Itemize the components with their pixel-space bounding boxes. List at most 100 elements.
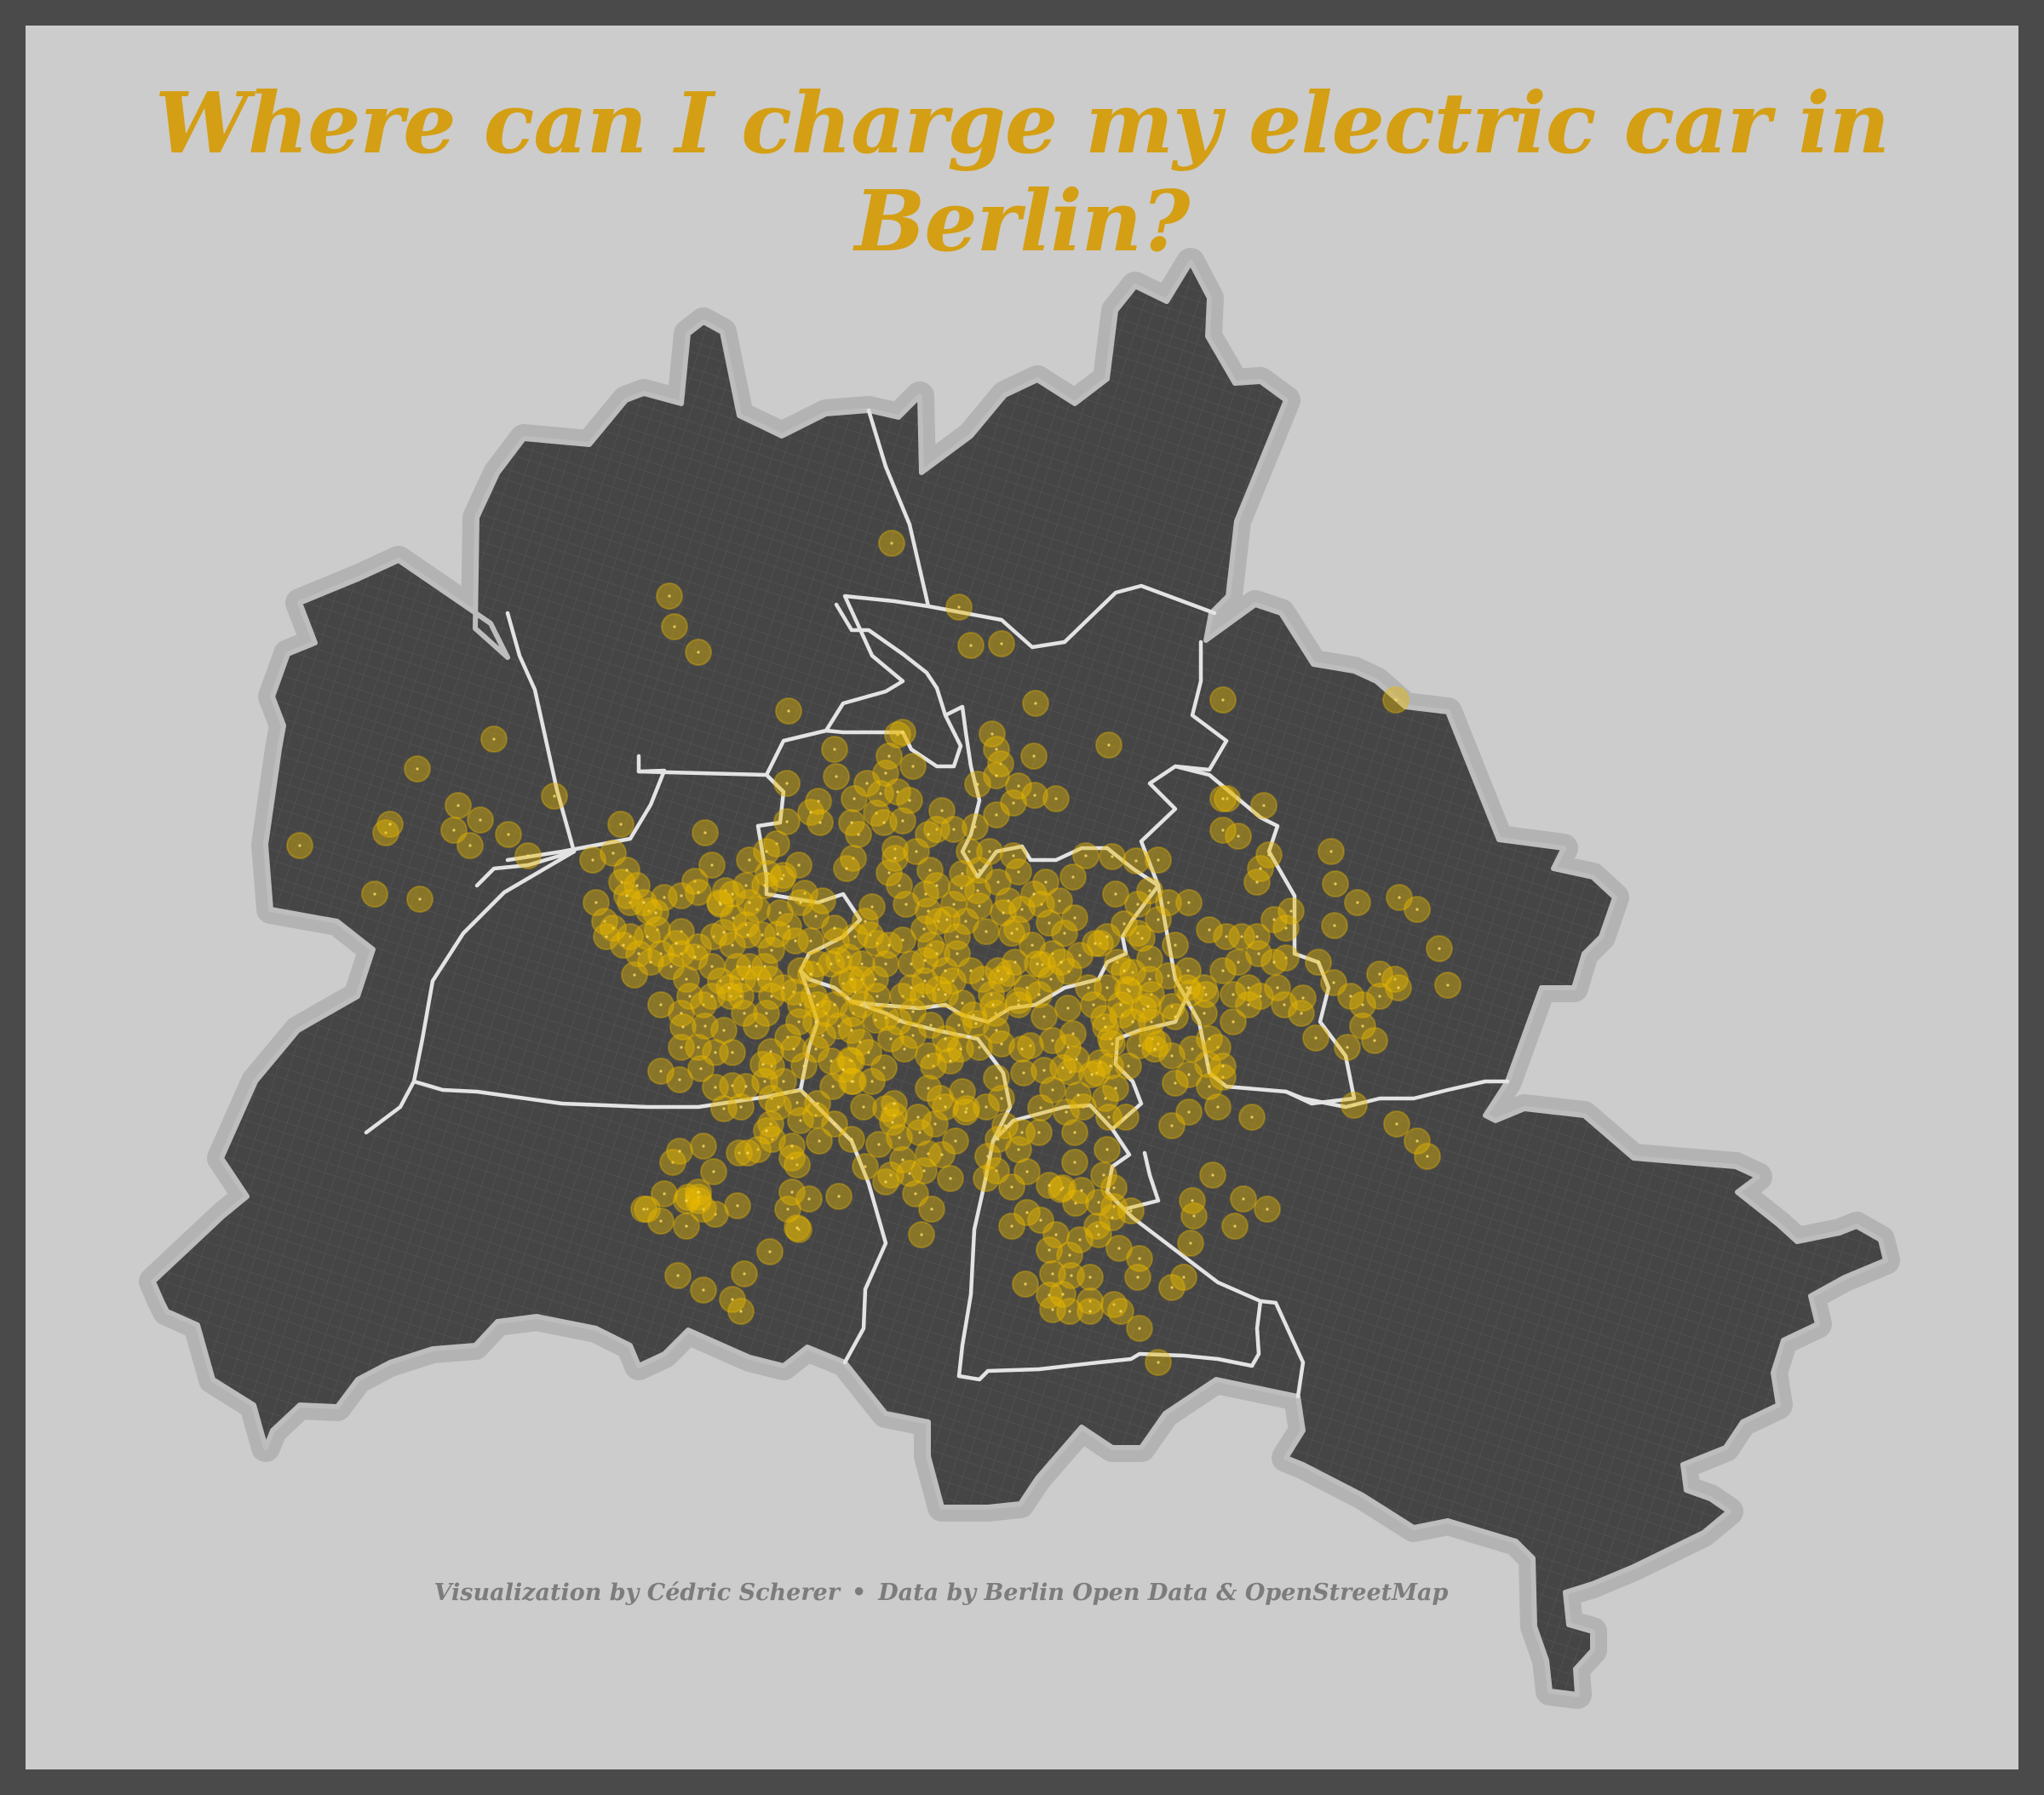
charging-station-center (1012, 801, 1015, 805)
charging-station-center (1032, 892, 1036, 896)
charging-station-center (1109, 1037, 1112, 1041)
charging-station-center (996, 969, 1000, 972)
charging-station-center (1048, 921, 1051, 925)
charging-station-center (961, 1090, 964, 1093)
charging-station-center (761, 933, 764, 937)
charging-station-center (1284, 956, 1288, 960)
charging-station-center (974, 1022, 978, 1025)
charging-station-center (1157, 1042, 1160, 1046)
charging-station-center (831, 1085, 835, 1088)
charging-station-center (1069, 1070, 1072, 1074)
charging-station-center (1087, 986, 1090, 989)
charging-station-center (976, 783, 979, 786)
charging-station-center (1065, 1110, 1068, 1114)
charging-station-center (1000, 978, 1003, 981)
charging-station-center (1104, 1097, 1107, 1100)
charging-station-center (1191, 1047, 1194, 1051)
charging-station-center (731, 943, 734, 947)
charging-station-center (1233, 1224, 1237, 1228)
charging-station-center (693, 955, 697, 959)
charging-station-center (1378, 972, 1381, 976)
charging-station-center (814, 1114, 818, 1117)
charging-station-center (797, 1228, 801, 1231)
charging-station-center (1000, 1097, 1003, 1100)
charging-station-center (809, 811, 812, 814)
charging-station-center (456, 804, 460, 807)
charging-station-center (944, 969, 947, 972)
charging-station-center (937, 988, 940, 991)
charging-station-center (741, 978, 744, 981)
charging-station-center (914, 1192, 917, 1196)
charging-station-center (770, 1097, 773, 1100)
charging-station-center (794, 939, 797, 943)
charging-station-center (1095, 1071, 1099, 1075)
charging-station-center (680, 952, 683, 955)
charging-station-center (994, 1012, 997, 1015)
charging-station-center (901, 819, 904, 823)
charging-station-center (770, 995, 773, 998)
charging-station-center (790, 1156, 794, 1160)
charging-station-center (1099, 1061, 1102, 1064)
charging-station-center (1242, 1197, 1245, 1201)
charging-station-center (1186, 969, 1190, 972)
charging-station-center (1361, 1003, 1364, 1006)
charging-station-center (1025, 986, 1029, 989)
charging-station-center (756, 978, 760, 981)
charging-station-center (1012, 854, 1015, 857)
charging-station-center (1138, 1327, 1141, 1330)
charging-station-center (1066, 1046, 1070, 1049)
charging-station-center (893, 1114, 896, 1117)
charging-station-center (850, 821, 853, 824)
charging-station-center (1148, 957, 1151, 961)
charging-station-center (790, 1144, 794, 1148)
charging-station-center (526, 854, 530, 857)
charging-station-center (1044, 880, 1048, 884)
charging-station-center (1187, 1110, 1191, 1114)
charging-station-center (1138, 1044, 1141, 1047)
charging-station-center (1259, 867, 1262, 870)
charging-station-center (633, 973, 636, 977)
charging-station-center (744, 1085, 748, 1088)
charging-station-center (642, 1207, 646, 1211)
charging-station-center (937, 920, 940, 923)
charging-station-center (898, 884, 901, 887)
charging-station-center (935, 828, 939, 831)
charging-station-center (1148, 978, 1151, 981)
charging-station-center (821, 899, 824, 903)
charging-station-center (927, 1087, 930, 1090)
charging-station-center (1114, 892, 1117, 896)
charging-station-center (837, 1024, 841, 1028)
charging-station-center (1208, 928, 1211, 932)
charging-station-center (1109, 1064, 1112, 1068)
charging-station-center (685, 1199, 688, 1202)
charging-station-center (1059, 1188, 1063, 1191)
charging-station-center (835, 939, 838, 943)
charging-station-center (857, 833, 860, 836)
charging-station-center (927, 1152, 930, 1156)
charging-station-center (1237, 834, 1240, 838)
charging-station-center (1077, 1093, 1080, 1097)
charging-station-center (678, 1150, 681, 1153)
charging-station-center (765, 1012, 768, 1015)
charging-station-center (492, 737, 496, 741)
charging-station-center (985, 1105, 988, 1109)
charging-station-center (1136, 1276, 1140, 1279)
charging-station-center (729, 995, 732, 998)
charging-station-center (786, 1207, 789, 1211)
charging-station-center (884, 1180, 887, 1184)
charging-station-center (1070, 1274, 1073, 1277)
charging-station-center (625, 894, 629, 898)
charging-station-center (1373, 1039, 1376, 1042)
charging-station-center (671, 1161, 675, 1164)
charging-station-center (918, 1131, 922, 1134)
charging-station-center (668, 594, 671, 598)
charging-station-center (1078, 1238, 1082, 1242)
charging-station-center (957, 605, 961, 609)
charging-station-center (1007, 972, 1010, 975)
charging-station-center (1025, 1170, 1029, 1173)
charging-station-center (1206, 1063, 1209, 1066)
charging-station-center (1088, 1299, 1092, 1303)
charging-station-center (944, 1037, 947, 1041)
charging-station-center (1067, 970, 1071, 973)
